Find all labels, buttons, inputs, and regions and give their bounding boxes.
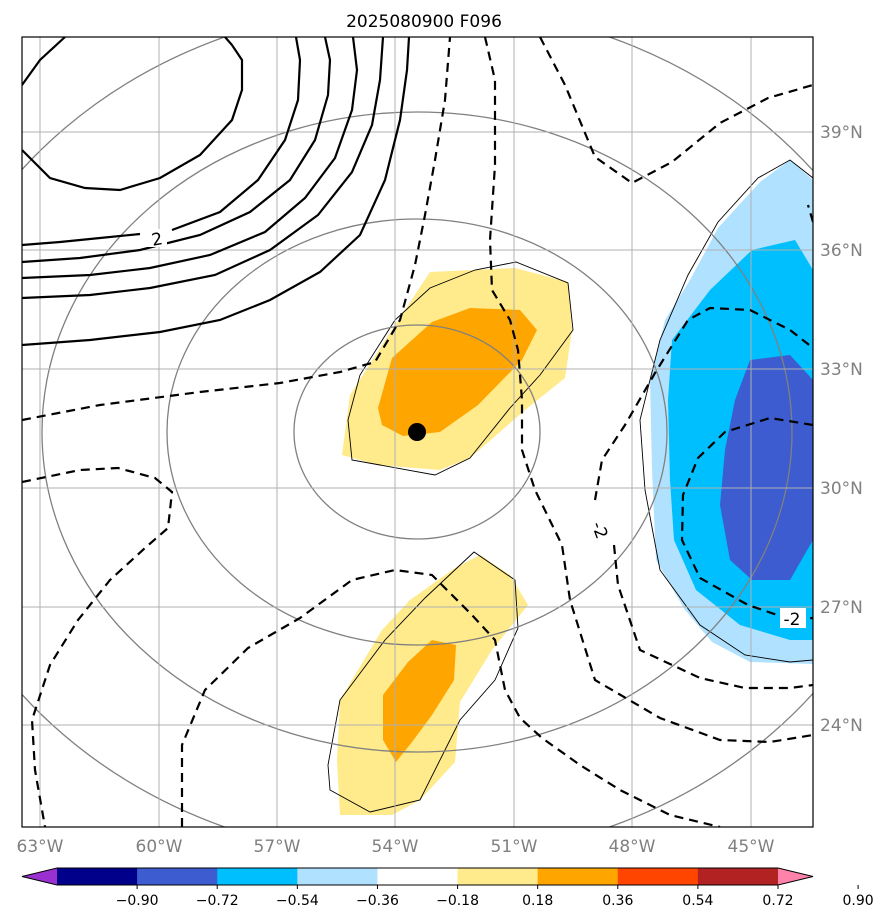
lat-tick-39n: 39°N — [820, 123, 863, 143]
lon-tick-63w: 63°W — [17, 837, 64, 857]
storm-center-dot — [408, 423, 426, 441]
lon-tick-54w: 54°W — [372, 837, 419, 857]
colorbar-label: −0.18 — [436, 893, 479, 909]
solid-contour-3 — [22, 37, 302, 247]
solid-contour-2 — [22, 37, 244, 192]
colorbar-extend-max — [778, 868, 813, 885]
lon-tick-57w: 57°W — [254, 837, 301, 857]
colorbar-segment — [217, 868, 298, 885]
ring-3 — [41, 111, 793, 753]
colorbar-label: 0.90 — [843, 893, 874, 909]
colorbar-segment — [697, 868, 779, 885]
ring-2 — [166, 218, 668, 646]
colorbar-label: 0.72 — [762, 893, 793, 909]
lon-tick-48w: 48°W — [609, 837, 656, 857]
map-title: 2025080900 F096 — [346, 12, 502, 32]
range-rings — [22, 37, 813, 827]
solid-contour-4 — [22, 37, 332, 264]
map-panel: 2 -2 -2 — [21, 36, 814, 828]
colorbar-outline — [21, 867, 814, 886]
contour-label-1: 2 — [150, 229, 164, 251]
colorbar-label: −0.54 — [276, 893, 319, 909]
colorbar: −0.90 −0.72 −0.54 −0.36 −0.18 0.18 0.36 0.54 0.7… — [21, 867, 874, 909]
lat-tick-labels: 39°N 36°N 33°N 30°N 27°N 24°N — [820, 123, 863, 736]
gridlines — [22, 37, 813, 827]
colorbar-segment — [617, 868, 699, 885]
lat-tick-27n: 27°N — [820, 598, 863, 618]
dashed-contour-9 — [680, 416, 813, 622]
outline-north — [347, 261, 574, 476]
lat-tick-33n: 33°N — [820, 360, 863, 380]
solid-contour-6 — [22, 37, 385, 300]
lat-tick-30n: 30°N — [820, 479, 863, 499]
colorbar-segment — [57, 868, 138, 885]
colorbar-segment — [537, 868, 619, 885]
dashed-contour-3 — [180, 568, 721, 827]
ring-1 — [293, 324, 541, 540]
shade-south-orange — [383, 640, 456, 762]
solid-contour-7 — [22, 37, 411, 347]
map-frame — [21, 36, 814, 828]
outline-contours — [327, 159, 813, 813]
lat-tick-24n: 24°N — [820, 716, 863, 736]
colorbar-label: 0.36 — [602, 893, 633, 909]
dashed-contour-4 — [483, 37, 813, 744]
lon-tick-60w: 60°W — [136, 837, 183, 857]
dashed-contour-1 — [22, 37, 452, 422]
dashed-contour-2 — [22, 466, 174, 827]
outline-east — [639, 159, 813, 663]
dashed-contour-7 — [806, 204, 813, 223]
colorbar-extend-min — [22, 868, 57, 885]
shade-east-dark — [720, 355, 813, 580]
colorbar-label: −0.36 — [356, 893, 399, 909]
colorbar-segment — [377, 868, 459, 885]
contour-labels: 2 -2 -2 — [147, 229, 806, 630]
contour-label-bg-3 — [780, 608, 806, 628]
colorbar-label: 0.54 — [682, 893, 713, 909]
contour-label-2: -2 — [587, 519, 612, 542]
outline-south — [327, 551, 519, 813]
colorbar-label: −0.90 — [116, 893, 159, 909]
lon-tick-51w: 51°W — [491, 837, 538, 857]
dashed-contours — [22, 37, 813, 827]
shade-north-orange — [378, 308, 537, 436]
colorbar-segment — [297, 868, 378, 885]
colorbar-segment — [457, 868, 539, 885]
contour-label-bg-1 — [147, 229, 167, 247]
solid-contour-1 — [22, 37, 66, 86]
contour-label-3: -2 — [784, 610, 801, 630]
dashed-contour-5 — [539, 37, 813, 185]
lat-tick-36n: 36°N — [820, 241, 863, 261]
colorbar-segment — [137, 868, 218, 885]
lon-tick-labels: 63°W 60°W 57°W 54°W 51°W 48°W 45°W — [17, 837, 775, 857]
lon-tick-45w: 45°W — [728, 837, 775, 857]
solid-contour-5 — [22, 37, 359, 280]
colorbar-label: −0.72 — [196, 893, 239, 909]
solid-contours — [22, 37, 411, 347]
colorbar-label: 0.18 — [522, 893, 553, 909]
